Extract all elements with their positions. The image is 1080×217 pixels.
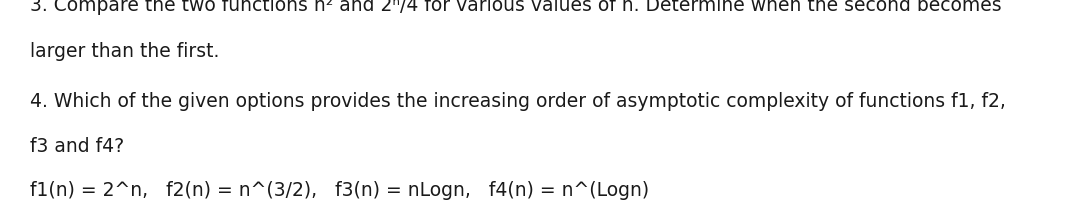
- Text: larger than the first.: larger than the first.: [30, 42, 219, 61]
- Text: 3. Compare the two functions n² and 2ⁿ/4 for various values of n. Determine when: 3. Compare the two functions n² and 2ⁿ/4…: [30, 0, 1002, 15]
- Text: f1(n) = 2^n,   f2(n) = n^(3/2),   f3(n) = nLogn,   f4(n) = n^(Logn): f1(n) = 2^n, f2(n) = n^(3/2), f3(n) = nL…: [30, 181, 649, 200]
- Text: 4. Which of the given options provides the increasing order of asymptotic comple: 4. Which of the given options provides t…: [30, 92, 1007, 111]
- Text: f3 and f4?: f3 and f4?: [30, 137, 124, 156]
